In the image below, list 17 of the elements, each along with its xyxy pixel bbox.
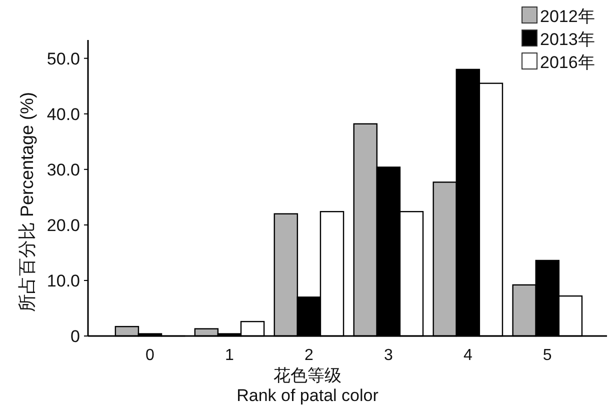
x-tick-label: 4 <box>463 347 472 364</box>
x-tick-label: 3 <box>384 347 393 364</box>
y-tick-label: 40.0 <box>46 104 80 124</box>
x-tick-label: 0 <box>146 347 155 364</box>
legend-label: 2013年 <box>540 30 595 49</box>
y-tick-label: 50.0 <box>46 49 80 68</box>
legend-label: 2012年 <box>540 7 595 26</box>
y-tick-label: 0 <box>70 327 80 346</box>
x-tick-label: 1 <box>225 347 234 364</box>
x-tick-label: 5 <box>542 347 552 364</box>
y-axis-title: 所占百分比 Percentage (%) <box>17 92 37 312</box>
y-tick-label: 10.0 <box>46 271 80 290</box>
x-tick-label: 2 <box>304 347 314 364</box>
y-tick-label: 30.0 <box>46 160 80 180</box>
text: 2016年 <box>540 53 595 72</box>
x-axis-title: 花色等级 Rank of patal color <box>236 366 379 405</box>
y-tick-label: 20.0 <box>46 216 80 235</box>
